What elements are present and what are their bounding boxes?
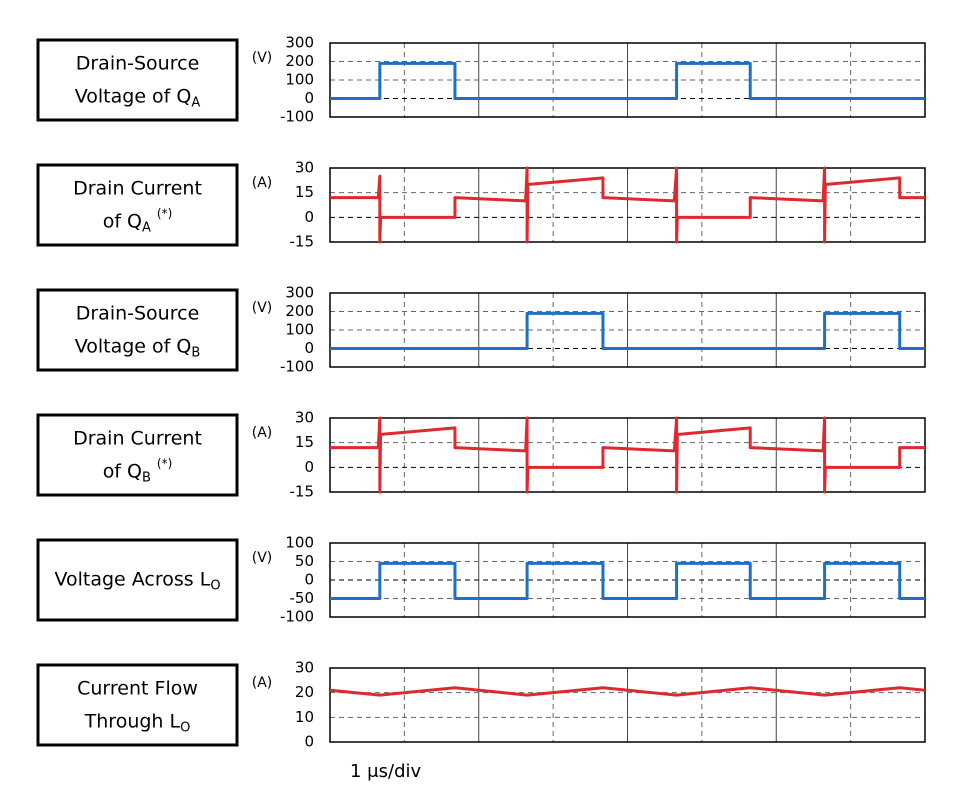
- label-text: Current Flow: [77, 678, 198, 700]
- y-tick-label: 300: [285, 284, 314, 302]
- y-tick-label: 0: [304, 339, 314, 357]
- y-tick-label: 20: [295, 683, 314, 701]
- plot-frame: [329, 542, 926, 618]
- y-tick-label: 200: [285, 52, 314, 70]
- label-superscript: (*): [157, 457, 172, 471]
- panel: Drain-Source Voltage of Q A (V) -10001002003…: [36, 34, 926, 126]
- label-subscript: B: [191, 346, 200, 361]
- y-tick-label: 100: [285, 321, 314, 339]
- y-tick-label: 0: [304, 733, 314, 751]
- waveform: [330, 61, 925, 100]
- plot-frame: [329, 292, 926, 368]
- y-tick-label: 200: [285, 302, 314, 320]
- y-tick-label: 0: [304, 208, 314, 226]
- label-superscript: (*): [157, 207, 172, 221]
- label-text: of Q: [103, 211, 142, 233]
- label-box: [36, 663, 239, 747]
- waveform: [330, 561, 925, 600]
- unit-label: (V): [252, 50, 273, 66]
- label-subscript: O: [180, 721, 190, 736]
- unit-label: (A): [252, 675, 273, 691]
- y-tick-label: 30: [295, 659, 314, 677]
- unit-label: (A): [252, 175, 273, 191]
- y-tick-label: 100: [285, 71, 314, 89]
- y-tick-label: -100: [280, 608, 314, 626]
- y-tick-label: 100: [285, 534, 314, 552]
- label-subscript: B: [142, 471, 151, 486]
- y-tick-label: 300: [285, 34, 314, 52]
- label-text: Voltage of Q: [75, 336, 192, 358]
- waveform: [330, 166, 925, 244]
- y-tick-label: -100: [280, 108, 314, 126]
- label-subscript: A: [142, 221, 151, 236]
- y-tick-label: 50: [295, 552, 314, 570]
- label-text: Voltage Across L: [54, 569, 210, 591]
- plot-frame: [329, 417, 926, 493]
- y-tick-label: 30: [295, 159, 314, 177]
- label-text: Drain Current: [73, 428, 202, 450]
- unit-label: (V): [252, 550, 273, 566]
- panel: Drain Current of Q B (*) (A) -15 0 15 30: [36, 409, 926, 501]
- panel: Drain-Source Voltage of Q B (V) -10001002003…: [36, 284, 926, 376]
- plot-frame: [329, 667, 926, 743]
- y-tick-label: 30: [295, 409, 314, 427]
- label-subscript: A: [191, 96, 200, 111]
- panel: Current Flow Through L O (A) 0 10 20 30: [36, 659, 926, 751]
- y-tick-label: -100: [280, 358, 314, 376]
- y-tick-label: 0: [304, 458, 314, 476]
- plot-frame: [329, 42, 926, 118]
- unit-label: (A): [252, 425, 273, 441]
- plot-frame: [329, 167, 926, 243]
- panel: Drain Current of Q A (*) (A) -15 0 15 30: [36, 159, 926, 251]
- y-tick-label: -50: [290, 589, 315, 607]
- unit-label: (V): [252, 300, 273, 316]
- label-text: Drain-Source: [76, 53, 200, 75]
- label-subscript: O: [210, 579, 220, 594]
- label-box: [36, 38, 239, 122]
- waveform: [330, 416, 925, 494]
- y-tick-label: 0: [304, 571, 314, 589]
- y-tick-label: -15: [290, 483, 315, 501]
- label-box: [36, 163, 239, 247]
- y-tick-label: 0: [304, 89, 314, 107]
- label-box: [36, 288, 239, 372]
- y-tick-label: 10: [295, 708, 314, 726]
- label-box: [36, 538, 239, 622]
- y-tick-label: 15: [295, 183, 314, 201]
- y-tick-label: -15: [290, 233, 315, 251]
- label-box: [36, 413, 239, 497]
- label-text: Drain Current: [73, 178, 202, 200]
- label-text: Through L: [84, 711, 181, 733]
- y-tick-label: 15: [295, 433, 314, 451]
- waveform: [330, 311, 925, 350]
- label-text: Drain-Source: [76, 303, 200, 325]
- label-text: of Q: [103, 461, 142, 483]
- label-text: Voltage of Q: [75, 86, 192, 108]
- waveform: [329, 686, 926, 697]
- time-scale: 1 μs/div: [350, 761, 421, 782]
